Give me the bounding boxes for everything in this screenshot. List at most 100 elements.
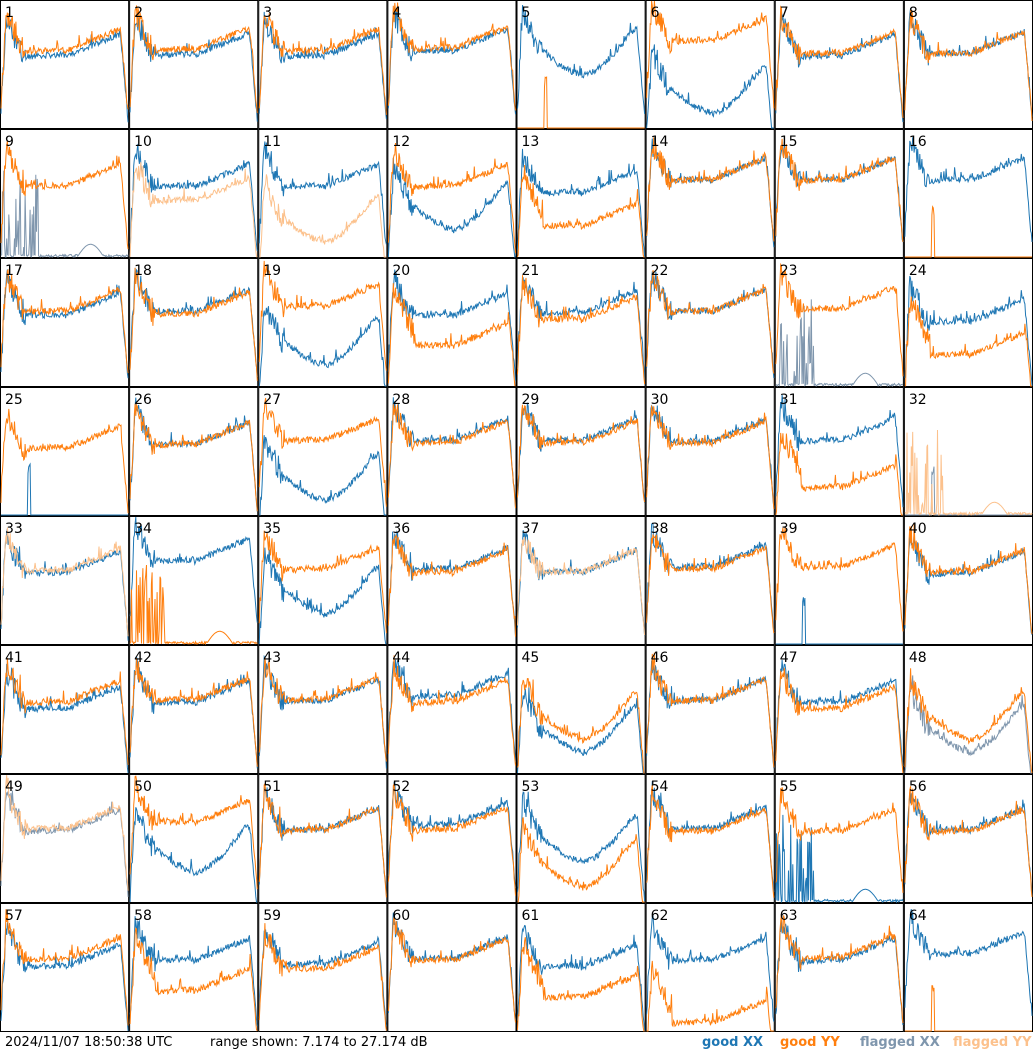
- series-yy: [646, 405, 775, 510]
- panel-27: 27: [258, 387, 388, 516]
- series-xx: [904, 137, 1033, 242]
- panel-frame: [645, 387, 775, 516]
- series-xx: [775, 814, 904, 904]
- panel-frame: [129, 129, 259, 258]
- series-yy: [646, 652, 775, 768]
- panel-label: 28: [392, 392, 410, 408]
- panel-51: 51: [258, 774, 388, 903]
- panel-46: 46: [645, 645, 775, 774]
- panel-label: 23: [780, 263, 798, 279]
- panel-label: 32: [909, 392, 927, 408]
- panel-31: 31: [774, 387, 904, 516]
- panel-label: 47: [780, 650, 798, 666]
- panel-60: 60: [387, 903, 517, 1032]
- series-yy: [646, 270, 775, 374]
- panel-frame: [0, 0, 130, 129]
- panel-48: 48: [903, 645, 1033, 774]
- panel-28: 28: [387, 387, 517, 516]
- panel-35: 35: [258, 516, 388, 645]
- series-xx: [517, 791, 646, 902]
- series-xx: [646, 44, 774, 129]
- series-yy: [517, 937, 645, 1032]
- series-xx: [517, 4, 646, 115]
- legend-flagged-yy: flagged YY: [953, 1035, 1032, 1050]
- series-yy: [129, 927, 258, 1032]
- legend-good-xx: good XX: [702, 1035, 764, 1050]
- panel-44: 44: [387, 645, 517, 774]
- panel-label: 49: [5, 779, 23, 795]
- panel-label: 10: [134, 134, 152, 150]
- panel-frame: [0, 516, 130, 645]
- panel-label: 7: [780, 5, 789, 21]
- panel-12: 12: [387, 129, 517, 258]
- panel-39: 39: [774, 516, 904, 645]
- series-yy: [0, 527, 129, 637]
- panel-52: 52: [387, 774, 517, 903]
- panel-frame: [903, 0, 1033, 129]
- series-xx: [129, 916, 258, 1027]
- series-yy: [775, 432, 903, 516]
- panel-frame: [0, 258, 130, 387]
- panel-23: 23: [774, 258, 904, 388]
- series-xx: [517, 148, 646, 258]
- panel-34: 34: [129, 516, 259, 646]
- range-label: range shown: 7.174 to 27.174 dB: [210, 1035, 428, 1050]
- series-yy: [775, 262, 904, 377]
- panel-18: 18: [129, 258, 259, 387]
- panel-54: 54: [645, 774, 775, 903]
- series-yy: [646, 0, 775, 109]
- series-xx: [517, 277, 646, 380]
- series-xx: [0, 170, 129, 259]
- panel-frame: [645, 0, 775, 129]
- panel-label: 35: [263, 521, 281, 537]
- panel-frame: [129, 258, 259, 387]
- panel-25: 25: [0, 387, 130, 516]
- panel-frame: [258, 258, 388, 387]
- panel-3: 3: [258, 0, 388, 129]
- series-xx: [387, 157, 516, 258]
- series-yy: [646, 534, 775, 634]
- panel-64: 64: [903, 903, 1033, 1032]
- series-xx: [387, 397, 516, 508]
- series-xx: [129, 143, 258, 251]
- panel-label: 57: [5, 908, 23, 924]
- panel-label: 31: [780, 392, 798, 408]
- panel-label: 51: [263, 779, 281, 795]
- series-yy: [387, 142, 516, 254]
- series-yy: [129, 162, 258, 258]
- panel-label: 3: [263, 5, 272, 21]
- panel-label: 60: [392, 908, 410, 924]
- panel-37: 37: [516, 516, 646, 645]
- panel-frame: [645, 516, 775, 645]
- series-yy: [517, 164, 645, 258]
- series-xx: [904, 909, 1033, 1016]
- panel-label: 44: [392, 650, 410, 666]
- series-xx: [775, 299, 904, 388]
- series-yy: [904, 296, 1032, 387]
- panel-33: 33: [0, 516, 130, 645]
- panel-label: 15: [780, 134, 798, 150]
- series-xx: [129, 516, 258, 623]
- panel-frame: [774, 516, 904, 645]
- panel-55: 55: [774, 774, 904, 904]
- series-yy: [904, 429, 1033, 517]
- panel-label: 38: [651, 521, 669, 537]
- panel-label: 6: [651, 5, 660, 21]
- panel-label: 42: [134, 650, 152, 666]
- panel-frame: [516, 774, 646, 903]
- series-xx: [387, 269, 516, 381]
- series-xx: [258, 547, 387, 645]
- series-yy: [129, 775, 258, 890]
- panel-10: 10: [129, 129, 259, 258]
- panel-8: 8: [903, 0, 1033, 129]
- series-xx: [387, 659, 516, 763]
- series-xx: [387, 912, 516, 1021]
- panel-label: 55: [780, 779, 798, 795]
- panel-11: 11: [258, 129, 388, 258]
- series-yy: [258, 923, 387, 1031]
- series-yy: [646, 784, 775, 898]
- panel-label: 9: [5, 134, 14, 150]
- series-xx: [1, 462, 129, 516]
- series-yy: [517, 76, 645, 129]
- panel-frame: [0, 129, 130, 258]
